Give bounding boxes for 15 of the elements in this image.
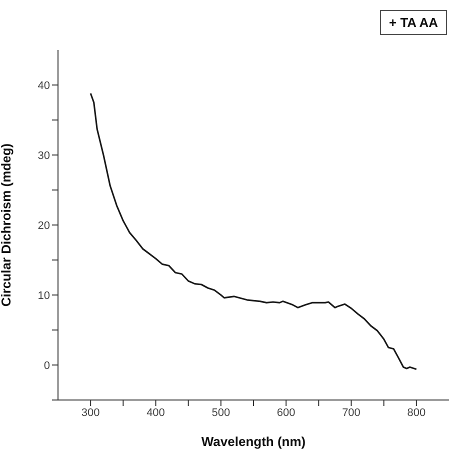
x-tick-label: 500	[212, 406, 230, 419]
x-tick-label: 600	[276, 406, 296, 419]
y-tick-label: 40	[38, 80, 50, 92]
x-tick-label: 700	[342, 406, 360, 419]
x-tick-label: 300	[81, 406, 100, 419]
x-tick-label: 400	[146, 406, 165, 419]
y-tick-label: 20	[38, 220, 50, 232]
line-series	[90, 92, 418, 370]
x-tick-label: 800	[407, 406, 426, 419]
y-tick-label: 10	[38, 290, 50, 302]
y-tick-label: 30	[38, 150, 50, 162]
y-axis-title: Circular Dichroism (mdeg)	[0, 143, 14, 307]
text: + TA AA	[380, 10, 447, 35]
y-tick-label: 0	[44, 360, 50, 372]
x-axis-title: Wavelength (nm)	[201, 434, 306, 449]
